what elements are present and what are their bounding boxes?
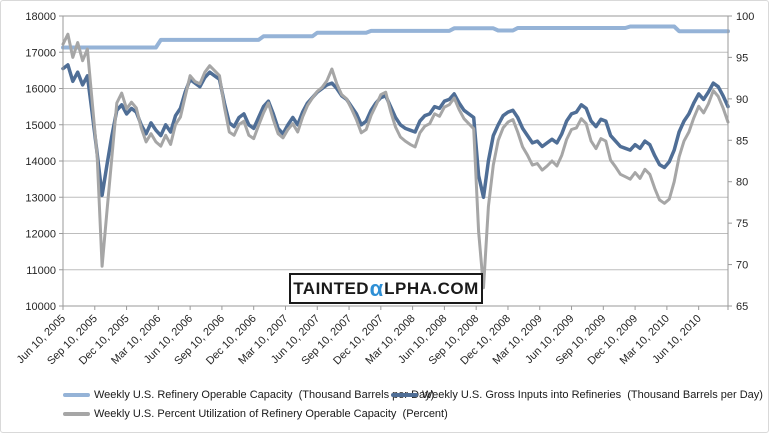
gross-inputs-line xyxy=(61,63,730,200)
gridlines xyxy=(63,51,728,271)
legend-label-gross-inputs: Weekly U.S. Gross Inputs into Refineries… xyxy=(422,389,763,401)
right-axis-tick-label: 80 xyxy=(736,177,748,189)
right-axis-tick-label: 75 xyxy=(736,218,748,230)
legend-item-capacity: Weekly U.S. Refinery Operable Capacity (… xyxy=(63,389,434,401)
right-axis-tick-label: 95 xyxy=(736,52,748,64)
right-axis-tick-label: 85 xyxy=(736,135,748,147)
left-axis-tick-label: 16000 xyxy=(25,84,56,96)
right-axis-tick-label: 70 xyxy=(736,260,748,272)
gross-inputs-line-swatch xyxy=(391,393,418,397)
left-axis-tick-label: 18000 xyxy=(25,11,56,23)
legend-item-utilization: Weekly U.S. Percent Utilization of Refin… xyxy=(63,408,448,420)
left-axis-tick-label: 14000 xyxy=(25,156,56,168)
legend-label-capacity: Weekly U.S. Refinery Operable Capacity (… xyxy=(94,389,435,401)
utilization-line xyxy=(61,32,730,290)
left-axis-tick-label: 10000 xyxy=(25,301,56,313)
watermark: TAINTED α LPHA.COM xyxy=(289,273,483,304)
watermark-prefix: TAINTED xyxy=(293,278,370,298)
watermark-alpha-glyph: α xyxy=(369,276,384,301)
legend-item-gross-inputs: Weekly U.S. Gross Inputs into Refineries… xyxy=(391,389,763,401)
utilization-line-swatch xyxy=(63,412,90,416)
left-axis-tick-label: 12000 xyxy=(25,229,56,241)
capacity-line xyxy=(61,24,730,50)
left-axis-tick-label: 17000 xyxy=(25,47,56,59)
legend-label-utilization: Weekly U.S. Percent Utilization of Refin… xyxy=(94,408,448,420)
right-axis-tick-label: 65 xyxy=(736,301,748,313)
left-axis-tick-label: 11000 xyxy=(26,265,56,277)
watermark-suffix: LPHA.COM xyxy=(384,278,479,298)
axes xyxy=(59,15,732,310)
left-axis-tick-label: 15000 xyxy=(25,120,56,132)
right-axis-tick-label: 90 xyxy=(736,94,748,106)
capacity-line-swatch xyxy=(63,393,90,397)
axis-labels: 18000 17000 16000 15000 14000 13000 12000 11000… xyxy=(15,11,755,367)
left-axis-tick-label: 13000 xyxy=(25,192,56,204)
right-axis-tick-label: 100 xyxy=(736,11,754,23)
series-lines xyxy=(61,24,730,290)
